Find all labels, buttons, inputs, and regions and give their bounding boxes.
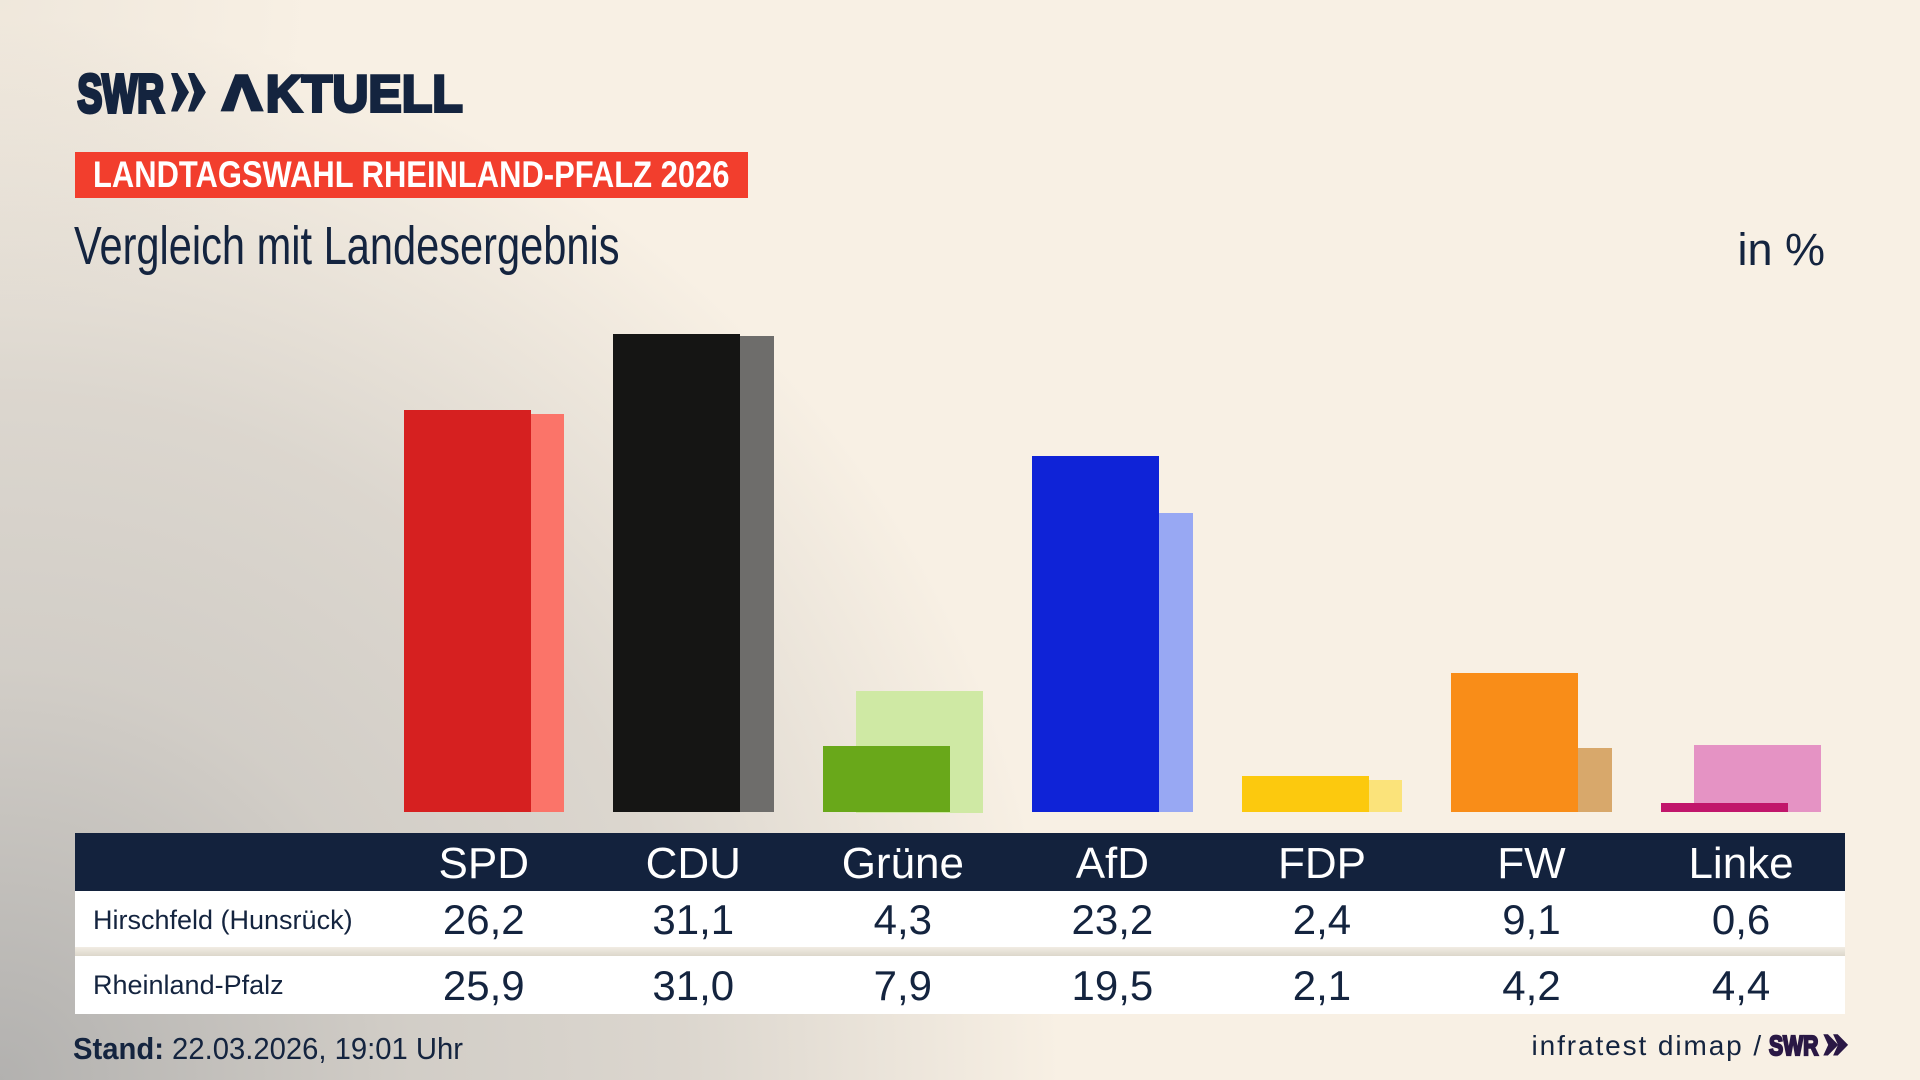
svg-text:SWR: SWR: [78, 63, 165, 124]
svg-text:KTUELL: KTUELL: [266, 65, 463, 123]
svg-text:infratest dimap /: infratest dimap /: [1532, 1030, 1764, 1061]
svg-text:SWR: SWR: [1769, 1031, 1819, 1061]
